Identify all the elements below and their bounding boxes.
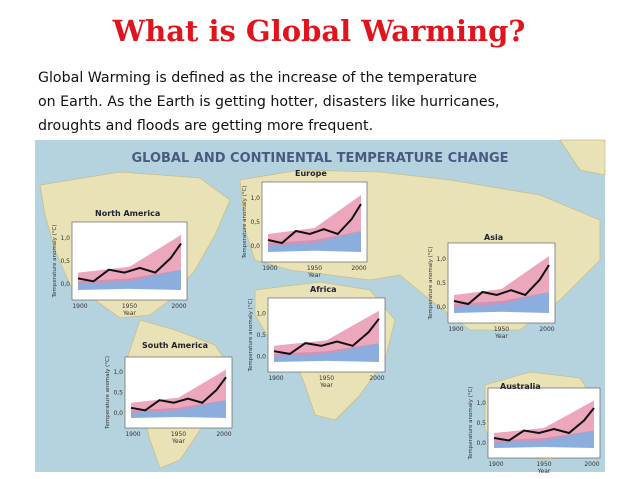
region-label: Europe [295,169,327,178]
y-tick-label: 0,5 [436,280,446,287]
panel: Europe 1,0 0,5 0,0 1900 1950 2000 Year Temperatu… [242,169,368,279]
observed-line [130,376,227,412]
y-tick-label: 0,0 [436,304,446,311]
observed-line [267,203,362,245]
y-axis-label: Temperature anomaly (°C) [248,299,254,373]
panel: North America 1,0 0,5 0,0 1900 1950 2000 Year Te… [52,209,188,317]
x-tick-label: 1950 [319,375,334,382]
intro-line: on Earth. As the Earth is getting hotter… [38,94,500,110]
x-tick-label: 2000 [584,461,599,468]
x-axis-label: Year [319,382,333,389]
y-tick-label: 1,0 [476,400,486,407]
region-label: Australia [500,382,541,391]
intro-line: droughts and floods are getting more fre… [38,118,374,134]
y-tick-label: 0,0 [113,410,123,417]
y-tick-label: 0,0 [60,281,70,288]
x-tick-label: 1900 [268,375,283,382]
y-axis-label: Temperature anomaly (°C) [52,225,58,299]
y-tick-label: 0,5 [476,420,486,427]
y-tick-label: 1,0 [250,195,260,202]
region-label: South America [142,341,208,350]
x-axis-label: Year [171,438,185,445]
y-axis-label: Temperature anomaly (°C) [242,186,248,260]
x-tick-label: 2000 [369,375,384,382]
intro-line: Global Warming is defined as the increas… [38,70,478,86]
panel: Asia 1,0 0,5 0,0 1900 1950 2000 Year Temperature… [428,233,556,340]
y-tick-label: 0,0 [256,354,266,361]
x-tick-label: 1950 [307,265,322,272]
y-tick-label: 1,0 [256,310,266,317]
observed-line [453,264,550,306]
x-tick-label: 1900 [72,303,87,310]
x-tick-label: 2000 [539,326,554,333]
y-tick-label: 0,5 [250,219,260,226]
x-axis-label: Year [307,272,321,279]
slide-title: What is Global Warming? [112,14,526,48]
x-tick-label: 2000 [351,265,366,272]
y-tick-label: 1,0 [60,235,70,242]
x-tick-label: 1900 [488,461,503,468]
panel: South America 1,0 0,5 0,0 1900 1950 2000 Year Te… [105,341,233,445]
y-axis-label: Temperature anomaly (°C) [105,356,111,430]
x-axis-label: Year [537,468,551,475]
x-axis-label: Year [494,333,508,340]
y-tick-label: 1,0 [436,256,446,263]
x-axis-label: Year [122,310,136,317]
x-tick-label: 1900 [125,431,140,438]
x-tick-label: 2000 [171,303,186,310]
region-label: Asia [484,233,503,242]
y-axis-label: Temperature anomaly (°C) [468,387,474,461]
intro-text: Global Warming is defined as the increas… [38,66,608,138]
observed-line [273,318,380,355]
y-tick-label: 0,5 [113,390,123,397]
y-axis-label: Temperature anomaly (°C) [428,247,434,321]
x-tick-label: 1900 [262,265,277,272]
x-tick-label: 1950 [494,326,509,333]
y-tick-label: 1,0 [113,369,123,376]
x-tick-label: 1950 [171,431,186,438]
observed-line [77,243,182,283]
observed-line [493,407,595,442]
y-tick-label: 0,5 [256,332,266,339]
figure-title: GLOBAL AND CONTINENTAL TEMPERATURE CHANG… [131,151,508,166]
x-tick-label: 1950 [122,303,137,310]
x-tick-label: 1900 [448,326,463,333]
panel: Africa 1,0 0,5 0,0 1900 1950 2000 Year Temperatu… [248,285,386,389]
y-tick-label: 0,0 [476,440,486,447]
y-tick-label: 0,0 [250,243,260,250]
region-label: North America [95,209,160,218]
panel: Australia 1,0 0,5 0,0 1900 1950 2000 Year Temper… [468,382,601,475]
x-tick-label: 1950 [536,461,551,468]
region-label: Africa [310,285,337,294]
x-tick-label: 2000 [216,431,231,438]
y-tick-label: 0,5 [60,258,70,265]
